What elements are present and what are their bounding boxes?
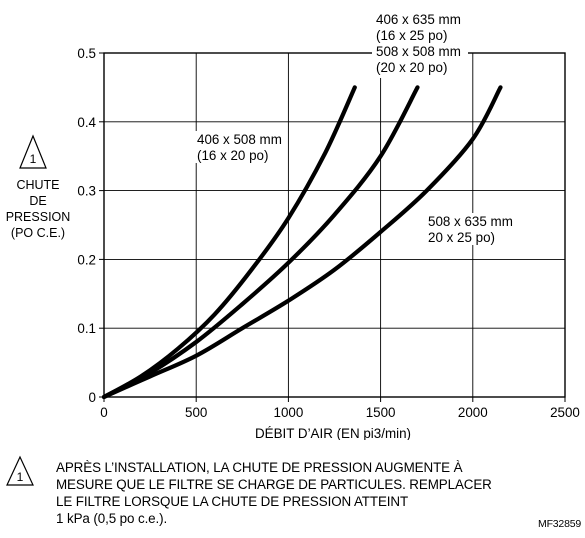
chart-series-group [101, 85, 503, 400]
x-tick-label: 500 [185, 405, 207, 420]
note-line-4: 1 kPa (0,5 po c.e.). [56, 511, 168, 526]
y-tick-label: 0 [89, 390, 96, 405]
series-label-2-line-3: 508 x 508 mm [376, 44, 461, 59]
y-axis-label-line-3: PRESSION [6, 210, 71, 224]
plot-frame [103, 52, 566, 398]
x-axis-label: DÉBIT D’AIR (EN pi3/min) [255, 426, 411, 440]
series-label-3-line-2: 20 x 25 po) [428, 230, 495, 245]
y-axis-ticks: 0 0.1 0.2 0.3 0.4 0.5 [77, 46, 104, 405]
note-warning-triangle-icon: 1 [6, 455, 34, 486]
figure-reference: MF32859 [538, 518, 581, 530]
series-label-2-line-1: 406 x 635 mm [376, 12, 461, 27]
y-tick-label: 0.4 [77, 115, 96, 130]
x-tick-label: 1500 [366, 405, 396, 420]
pressure-drop-chart: 0 500 1000 1500 2000 2500 0 0.1 0.2 0.3 0.4 0.5 40… [6, 10, 580, 440]
series-label-2-line-4: (20 x 20 po) [376, 60, 447, 75]
note-line-3: LE FILTRE LORSQUE LA CHUTE DE PRESSION A… [56, 494, 409, 509]
x-tick-label: 0 [100, 405, 107, 420]
series-label-1-line-1: 406 x 508 mm [197, 132, 282, 147]
note-line-2: MESURE QUE LE FILTRE SE CHARGE DE PARTIC… [56, 477, 492, 492]
warning-triangle-icon: 1 [19, 134, 47, 169]
series-label-1-line-2: (16 x 20 po) [197, 148, 268, 163]
series-label-bg-2 [372, 10, 468, 78]
installation-note: APRÈS L’INSTALLATION, LA CHUTE DE PRESSI… [56, 459, 581, 527]
y-tick-label: 0.1 [77, 321, 96, 336]
chart-grid [104, 53, 565, 397]
x-tick-label: 2500 [550, 405, 580, 420]
x-tick-label: 1000 [274, 405, 304, 420]
x-tick-label: 2000 [458, 405, 488, 420]
y-tick-label: 0.2 [77, 252, 96, 267]
svg-text:1: 1 [30, 152, 37, 166]
y-axis-label-line-2: DE [29, 194, 46, 208]
series-curve-2 [101, 85, 420, 400]
x-axis-ticks: 0 500 1000 1500 2000 2500 [100, 397, 580, 420]
y-tick-label: 0.3 [77, 184, 96, 199]
note-line-1: APRÈS L’INSTALLATION, LA CHUTE DE PRESSI… [56, 460, 463, 475]
y-tick-label: 0.5 [77, 46, 96, 61]
svg-text:1: 1 [17, 470, 24, 484]
y-axis-label-line-1: CHUTE [16, 178, 59, 192]
series-label-bg-1 [193, 131, 285, 163]
y-axis-label-line-4: (PO C.E.) [11, 226, 65, 240]
series-label-bg-3 [424, 213, 516, 245]
series-label-3-line-1: 508 x 635 mm [428, 214, 513, 229]
series-curve-3 [101, 85, 503, 400]
series-label-2-line-2: (16 x 25 po) [376, 28, 447, 43]
